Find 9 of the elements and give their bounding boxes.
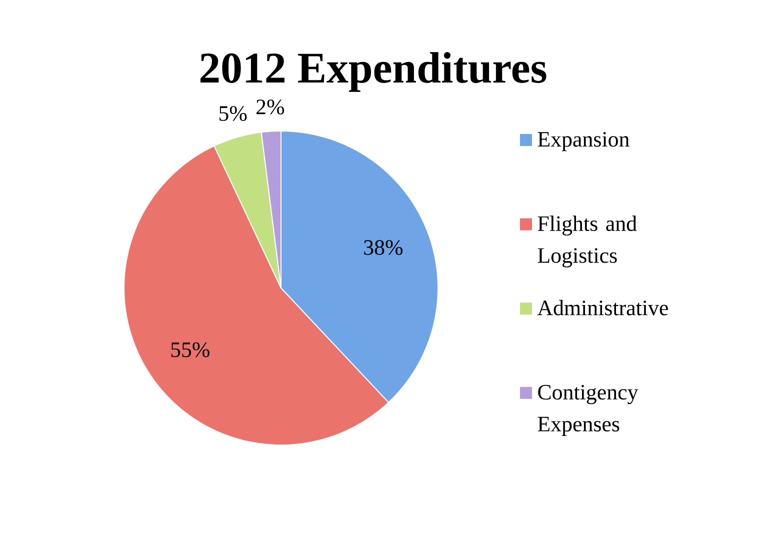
legend-label: Flights and Logistics <box>538 216 637 268</box>
data-label: 5% <box>219 106 247 121</box>
data-label: 55% <box>171 342 210 358</box>
legend-label: Expansion <box>538 132 630 152</box>
data-label: 2% <box>256 100 284 114</box>
legend-label: Administrative <box>537 300 668 316</box>
data-label: 38% <box>364 240 403 255</box>
chart-title: 2012 Expenditures <box>200 52 546 92</box>
legend-label: Contigency Expenses <box>538 384 638 436</box>
